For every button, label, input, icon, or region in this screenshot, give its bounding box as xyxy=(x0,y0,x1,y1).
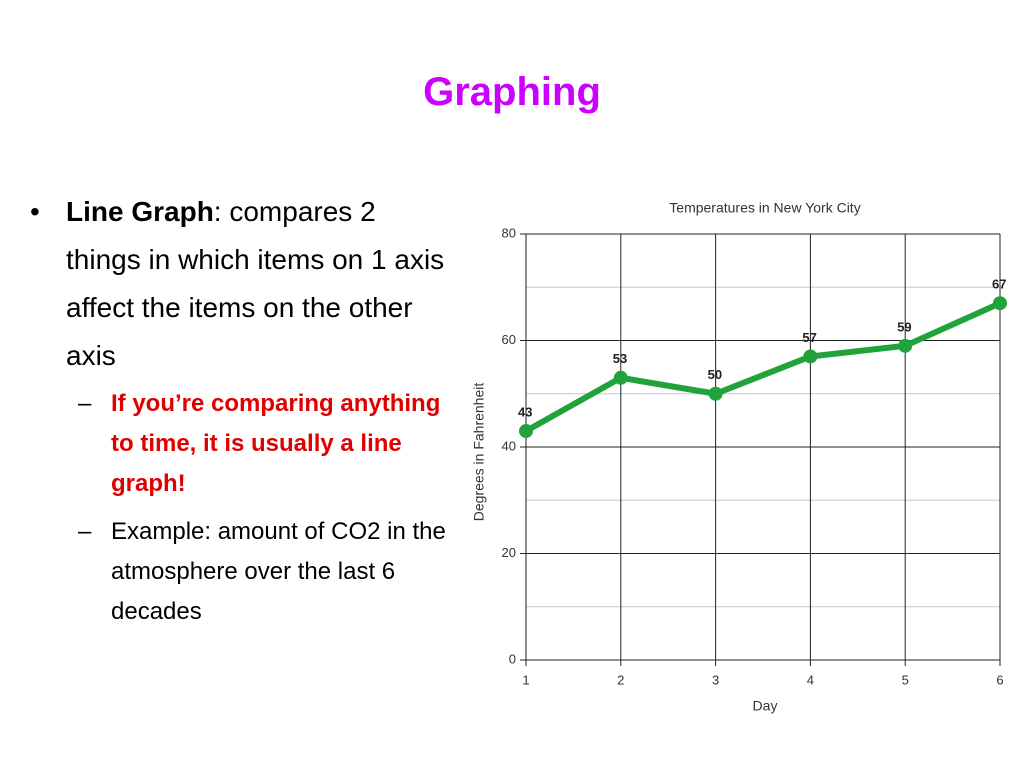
data-label: 67 xyxy=(992,277,1006,292)
y-tick-label: 60 xyxy=(502,332,516,347)
y-tick-label: 80 xyxy=(502,225,516,240)
point xyxy=(519,424,533,439)
bullet-text: : compares 2 things in which items on 1 … xyxy=(66,196,445,371)
sub-bullet: Example: amount of CO2 in the atmosphere… xyxy=(66,512,450,632)
x-tick-label: 5 xyxy=(902,672,909,687)
data-label: 50 xyxy=(708,367,722,382)
point xyxy=(993,296,1007,311)
x-tick-label: 3 xyxy=(712,672,719,687)
y-tick-label: 20 xyxy=(502,545,516,560)
point xyxy=(708,386,723,401)
data-label: 43 xyxy=(518,404,532,419)
x-tick-label: 4 xyxy=(807,672,814,687)
point xyxy=(803,349,818,364)
data-label: 57 xyxy=(802,330,816,345)
line xyxy=(524,300,1002,434)
data-label: 53 xyxy=(613,351,627,366)
y-axis-label: Degrees in Fahrenheit xyxy=(471,383,487,522)
bullet: Line Graph: compares 2 things in which i… xyxy=(30,188,450,632)
x-tick-label: 2 xyxy=(617,672,624,687)
sub-bullet: If you’re comparing anything to time, it… xyxy=(66,384,450,504)
point xyxy=(613,370,628,385)
y-tick-label: 40 xyxy=(502,438,516,453)
slide-title: Graphing xyxy=(423,70,601,114)
data-label: 59 xyxy=(897,319,911,334)
x-axis-label: Day xyxy=(753,698,778,714)
point xyxy=(898,338,913,353)
y-tick-label: 0 xyxy=(509,651,516,666)
bullet-term: Line Graph xyxy=(66,196,214,227)
x-tick-label: 6 xyxy=(996,672,1003,687)
x-tick-label: 1 xyxy=(522,672,529,687)
bullet-list: Line Graph: compares 2 things in which i… xyxy=(30,188,450,640)
sub-list: If you’re comparing anything to time, it… xyxy=(66,384,450,632)
chart-title: Temperatures in New York City xyxy=(669,200,860,216)
